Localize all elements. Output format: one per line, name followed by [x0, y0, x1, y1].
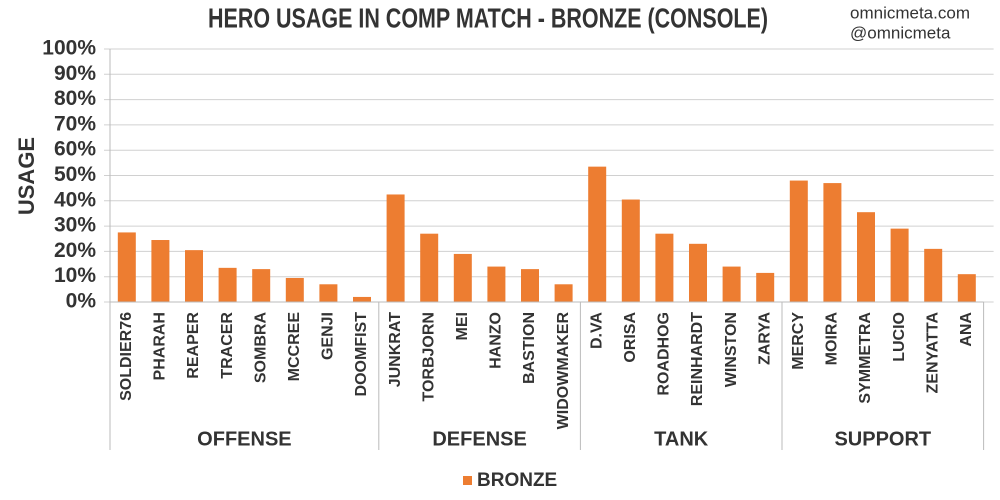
x-tick-label: ANA	[958, 312, 975, 347]
legend-swatch	[463, 476, 472, 485]
bar	[453, 253, 472, 302]
bar	[823, 183, 842, 302]
y-tick-label: 0%	[66, 290, 97, 313]
x-tick-label: ROADHOG	[656, 312, 673, 396]
bar	[756, 272, 775, 302]
y-tick-label: 50%	[54, 163, 96, 186]
x-tick-label: PHARAH	[152, 312, 169, 380]
bar	[890, 228, 909, 302]
y-tick-label: 60%	[54, 138, 96, 161]
bar	[621, 199, 640, 302]
y-tick-label: 20%	[54, 239, 96, 262]
bar	[117, 232, 136, 302]
chart-title: HERO USAGE IN COMP MATCH - BRONZE (CONSO…	[208, 2, 768, 33]
bar	[722, 266, 741, 302]
x-tick-label: TRACER	[219, 312, 236, 379]
bar	[285, 277, 304, 302]
bar	[521, 269, 539, 302]
y-tick-label: 90%	[54, 62, 96, 85]
bar	[588, 166, 607, 302]
bar	[857, 212, 875, 302]
group-label: TANK	[654, 428, 709, 450]
x-tick-label: D.VA	[588, 312, 605, 349]
bar	[252, 269, 271, 302]
x-tick-label: REAPER	[185, 312, 202, 379]
x-tick-label: BASTION	[521, 312, 538, 384]
group-label: DEFENSE	[432, 428, 526, 450]
y-tick-label: 80%	[54, 87, 96, 110]
bar	[689, 243, 707, 302]
y-tick-label: 70%	[54, 112, 96, 135]
bar	[957, 274, 976, 302]
y-tick-label: 40%	[54, 188, 96, 211]
watermark: omnicmeta.com	[850, 3, 970, 22]
bar	[655, 233, 674, 302]
bar	[185, 250, 203, 302]
x-tick-label: ORISA	[622, 312, 639, 363]
x-tick-label: DOOMFIST	[353, 312, 370, 397]
bar	[789, 180, 808, 302]
bar	[218, 267, 237, 302]
x-tick-label: MOIRA	[824, 312, 841, 366]
y-tick-label: 10%	[54, 264, 96, 287]
x-tick-label: TORBJORN	[420, 312, 437, 402]
x-tick-label: GENJI	[320, 312, 337, 360]
x-tick-label: SOMBRA	[252, 312, 269, 384]
x-tick-label: MEI	[454, 312, 471, 340]
bar	[151, 240, 170, 302]
y-tick-label: 30%	[54, 214, 96, 237]
x-tick-label: JUNKRAT	[387, 312, 404, 387]
x-tick-label: HANZO	[488, 312, 505, 369]
y-axis-label: USAGE	[14, 137, 39, 215]
x-tick-label: MCCREE	[286, 312, 303, 382]
bar	[386, 194, 405, 302]
x-tick-label: WIDOWMAKER	[555, 312, 572, 430]
x-tick-label: MERCY	[790, 312, 807, 370]
watermark: @omnicmeta	[850, 23, 951, 42]
x-tick-label: SYMMETRA	[857, 312, 874, 404]
bar	[487, 266, 506, 302]
legend-label: BRONZE	[477, 470, 557, 491]
x-tick-label: SOLDIER76	[118, 312, 135, 401]
x-tick-label: ZENYATTA	[924, 312, 941, 394]
x-tick-label: ZARYA	[756, 312, 773, 365]
group-label: OFFENSE	[197, 428, 291, 450]
x-tick-label: REINHARDT	[689, 312, 706, 406]
bar	[420, 233, 439, 302]
x-tick-label: LUCIO	[891, 312, 908, 362]
bar	[554, 284, 573, 302]
bar	[353, 296, 371, 302]
y-tick-label: 100%	[42, 37, 96, 60]
bar	[319, 284, 338, 302]
x-tick-label: WINSTON	[723, 312, 740, 387]
group-label: SUPPORT	[834, 428, 931, 450]
bar	[924, 248, 943, 302]
